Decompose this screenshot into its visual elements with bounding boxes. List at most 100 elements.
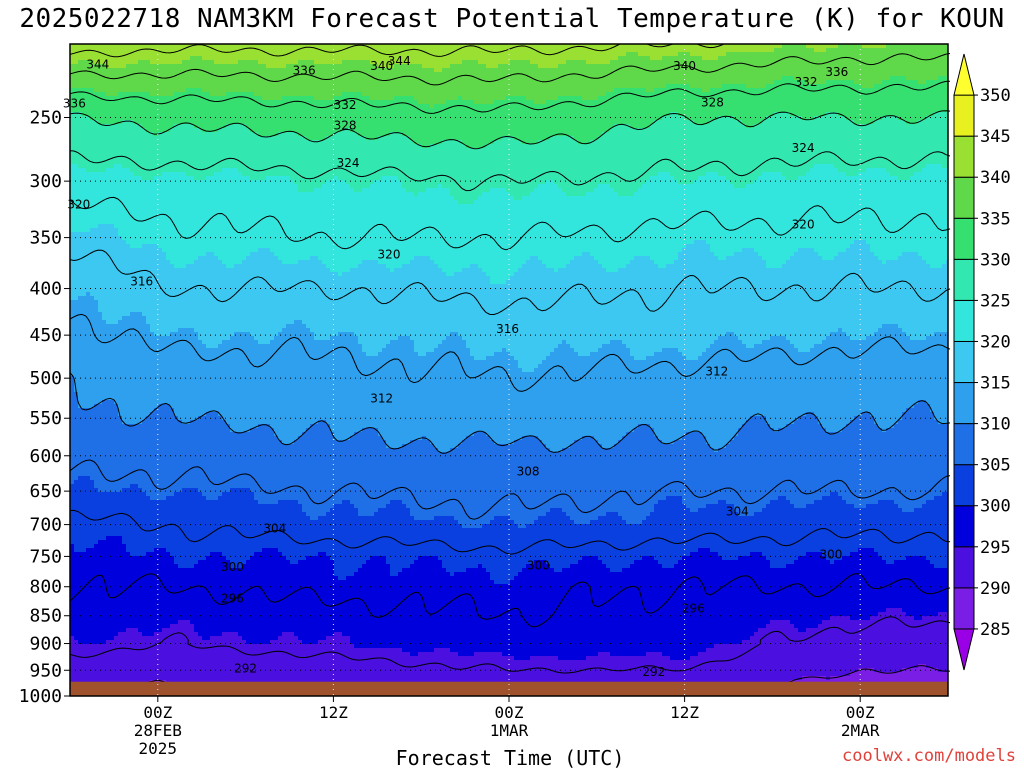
field-cell: [818, 108, 823, 113]
field-cell: [906, 96, 911, 101]
field-cell: [886, 48, 891, 53]
field-cell: [402, 100, 407, 105]
field-cell: [274, 100, 279, 105]
field-cell: [146, 120, 151, 125]
field-cell: [342, 80, 347, 85]
field-cell: [546, 72, 551, 77]
field-cell: [626, 108, 631, 113]
field-cell: [418, 96, 423, 101]
field-cell: [306, 120, 311, 125]
field-cell: [198, 88, 203, 93]
field-cell: [106, 120, 111, 125]
field-cell: [710, 84, 715, 89]
field-cell: [270, 84, 275, 89]
field-cell: [810, 92, 815, 97]
field-cell: [818, 76, 823, 81]
field-cell: [154, 128, 159, 133]
field-cell: [766, 84, 771, 89]
field-cell: [438, 124, 443, 129]
field-cell: [618, 100, 623, 105]
field-cell: [650, 80, 655, 85]
field-cell: [274, 92, 279, 97]
field-cell: [242, 88, 247, 93]
field-cell: [942, 60, 947, 65]
field-cell: [578, 80, 583, 85]
field-cell: [86, 96, 91, 101]
field-cell: [174, 116, 179, 121]
field-cell: [230, 88, 235, 93]
field-cell: [234, 56, 239, 61]
field-cell: [122, 84, 127, 89]
field-cell: [450, 128, 455, 133]
field-cell: [470, 132, 475, 137]
field-cell: [350, 60, 355, 65]
field-cell: [906, 88, 911, 93]
field-cell: [922, 100, 927, 105]
field-cell: [614, 64, 619, 69]
field-cell: [838, 80, 843, 85]
field-cell: [114, 60, 119, 65]
field-cell: [426, 60, 431, 65]
field-cell: [822, 96, 827, 101]
field-cell: [302, 48, 307, 53]
field-cell: [586, 132, 591, 137]
field-cell: [646, 64, 651, 69]
field-cell: [658, 128, 663, 133]
field-cell: [114, 72, 119, 77]
field-cell: [646, 52, 651, 57]
field-cell: [862, 56, 867, 61]
field-cell: [874, 76, 879, 81]
field-cell: [250, 52, 255, 57]
field-cell: [498, 64, 503, 69]
field-cell: [894, 96, 899, 101]
field-cell: [714, 80, 719, 85]
field-cell: [450, 68, 455, 73]
field-cell: [782, 60, 787, 65]
field-cell: [358, 52, 363, 57]
field-cell: [598, 80, 603, 85]
field-cell: [366, 112, 371, 117]
field-cell: [566, 96, 571, 101]
field-cell: [810, 56, 815, 61]
field-cell: [318, 116, 323, 121]
field-cell: [394, 72, 399, 77]
field-cell: [510, 64, 515, 69]
field-cell: [890, 124, 895, 129]
field-cell: [682, 128, 687, 133]
field-cell: [746, 128, 751, 133]
field-cell: [850, 108, 855, 113]
field-cell: [846, 112, 851, 117]
field-cell: [598, 72, 603, 77]
field-cell: [682, 100, 687, 105]
field-cell: [502, 120, 507, 125]
field-cell: [678, 76, 683, 81]
field-cell: [602, 60, 607, 65]
field-cell: [314, 88, 319, 93]
field-cell: [354, 88, 359, 93]
field-cell: [610, 116, 615, 121]
field-cell: [766, 68, 771, 73]
field-cell: [206, 108, 211, 113]
field-cell: [482, 88, 487, 93]
field-cell: [458, 60, 463, 65]
field-cell: [890, 92, 895, 97]
field-cell: [182, 124, 187, 129]
field-cell: [106, 48, 111, 53]
field-cell: [646, 100, 651, 105]
field-cell: [218, 84, 223, 89]
field-cell: [874, 128, 879, 133]
field-cell: [938, 64, 943, 69]
field-cell: [434, 92, 439, 97]
field-cell: [494, 72, 499, 77]
field-cell: [166, 132, 171, 137]
field-cell: [918, 48, 923, 53]
field-cell: [422, 132, 427, 137]
field-cell: [362, 128, 367, 133]
field-cell: [522, 48, 527, 53]
field-cell: [146, 88, 151, 93]
field-cell: [710, 124, 715, 129]
field-cell: [702, 76, 707, 81]
field-cell: [242, 108, 247, 113]
field-cell: [886, 128, 891, 133]
field-cell: [478, 68, 483, 73]
